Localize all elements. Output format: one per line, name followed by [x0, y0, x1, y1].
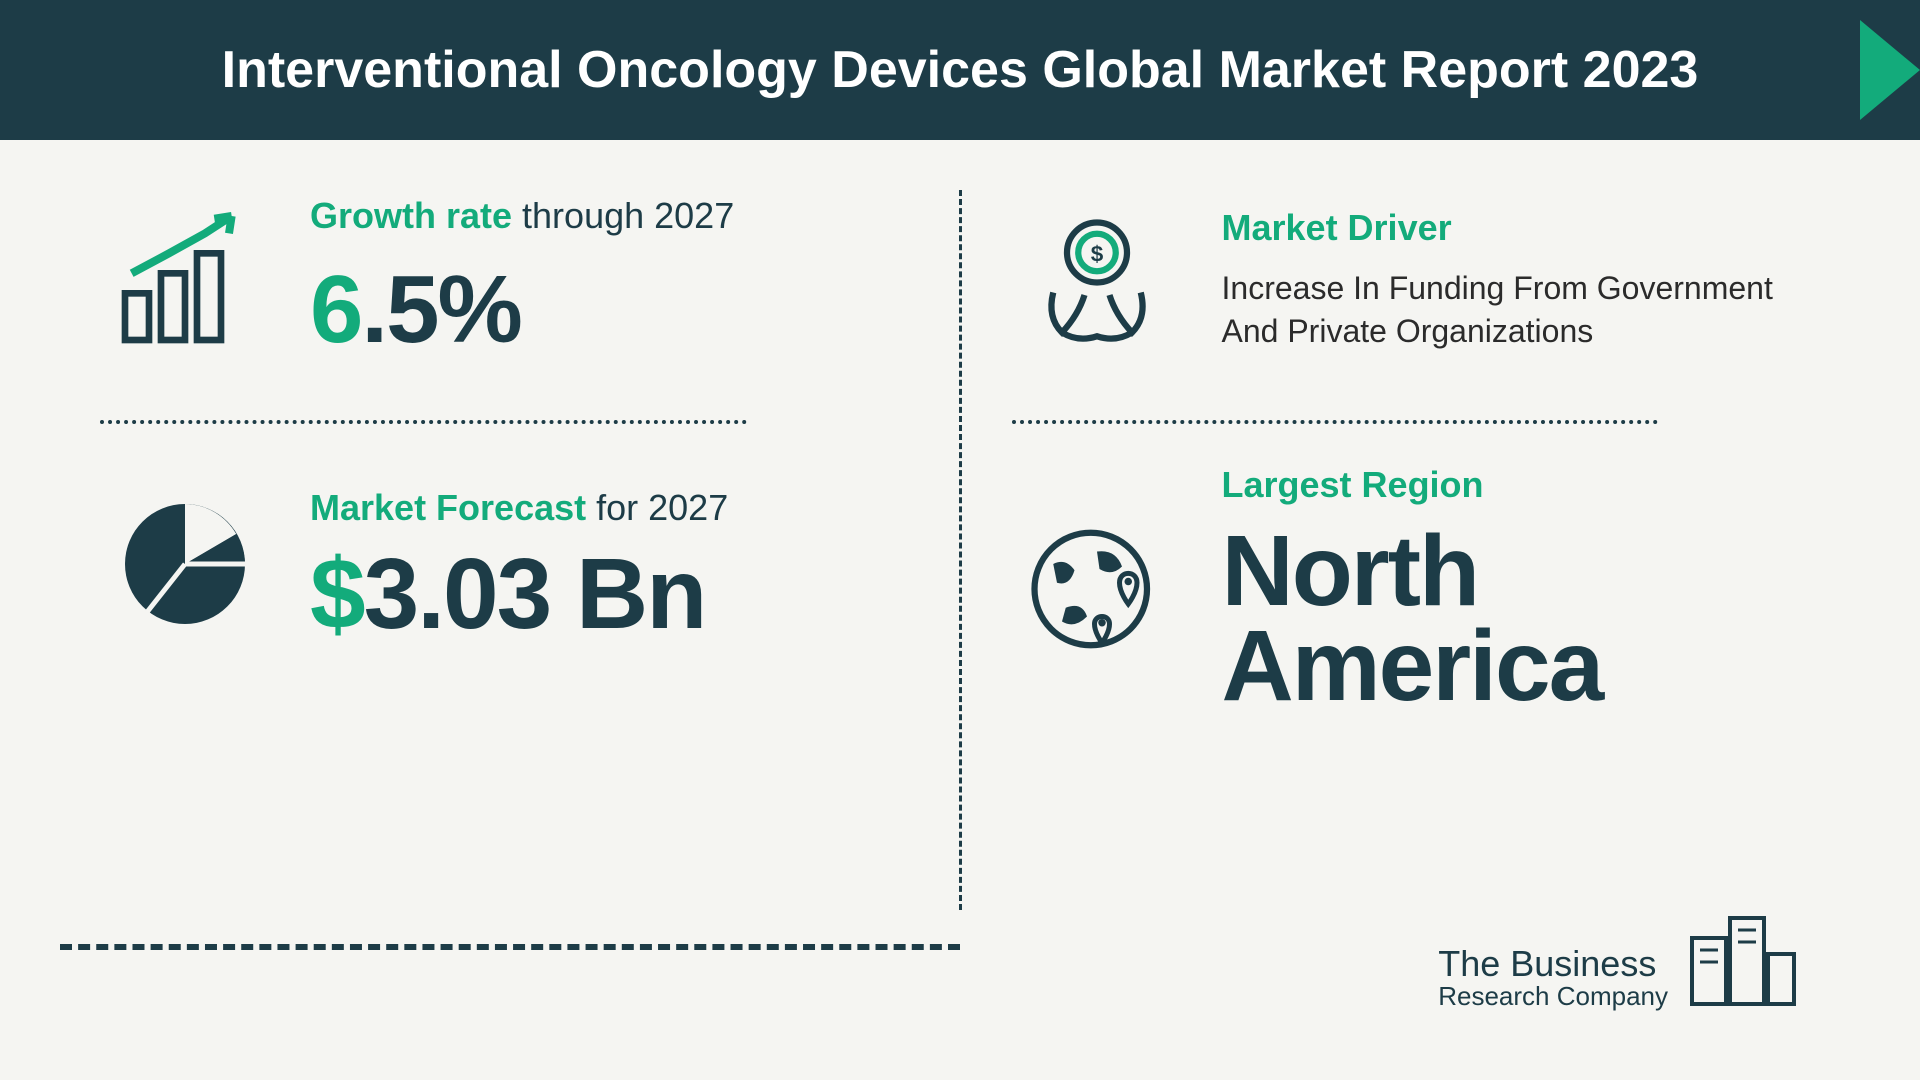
growth-rate-cell: Growth rate through 2027 6.5%	[100, 180, 909, 380]
h-divider-left	[100, 420, 747, 424]
vertical-divider	[959, 190, 962, 910]
report-header: Interventional Oncology Devices Global M…	[0, 0, 1920, 140]
bottom-dash-line	[60, 944, 960, 950]
forecast-value: $3.03 Bn	[310, 547, 909, 642]
forecast-label-rest: for 2027	[586, 487, 728, 528]
funding-icon: $	[1012, 195, 1182, 365]
logo-line2: Research Company	[1438, 983, 1668, 1010]
report-title: Interventional Oncology Devices Global M…	[222, 40, 1699, 100]
forecast-label-accent: Market Forecast	[310, 487, 586, 528]
growth-icon	[100, 195, 270, 365]
driver-text: Increase In Funding From Government And …	[1222, 267, 1821, 353]
region-label: Largest Region	[1222, 464, 1484, 505]
region-value: North America	[1222, 524, 1821, 714]
growth-label-rest: through 2027	[512, 195, 734, 236]
stats-grid: Growth rate through 2027 6.5% Market For…	[100, 180, 1820, 920]
growth-value: 6.5%	[310, 255, 909, 365]
svg-text:$: $	[1090, 241, 1103, 266]
pie-icon	[100, 479, 270, 649]
company-logo: The Business Research Company	[1438, 900, 1800, 1010]
h-divider-right	[1012, 420, 1659, 424]
right-column: $ Market Driver Increase In Funding From…	[1012, 180, 1821, 920]
growth-label-accent: Growth rate	[310, 195, 512, 236]
logo-line1: The Business	[1438, 945, 1668, 983]
region-cell: Largest Region North America	[1012, 464, 1821, 714]
left-column: Growth rate through 2027 6.5% Market For…	[100, 180, 909, 920]
driver-label: Market Driver	[1222, 207, 1452, 248]
globe-icon	[1012, 504, 1182, 674]
logo-buildings-icon	[1680, 900, 1800, 1010]
header-arrow-icon	[1860, 20, 1920, 120]
forecast-cell: Market Forecast for 2027 $3.03 Bn	[100, 464, 909, 664]
driver-cell: $ Market Driver Increase In Funding From…	[1012, 180, 1821, 380]
